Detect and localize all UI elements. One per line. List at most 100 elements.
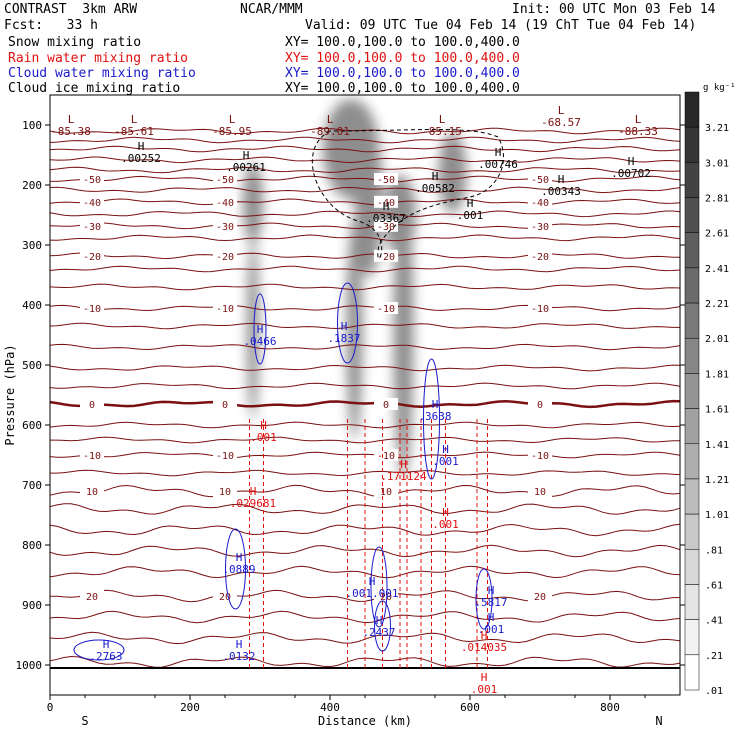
temperature-contour-label: -30 [531,222,549,233]
x-left-end-label: S [81,714,88,728]
contour-label-bg [528,195,552,208]
cloud-ice-high-label-marker: H [558,173,565,186]
contour-label-bg [213,398,237,410]
rain-high-label-marker: H [400,458,407,471]
temperature-contour-label: 20 [380,592,392,603]
temperature-contour-line [49,523,681,537]
temperature-contour-label: -20 [377,252,395,263]
temperature-contour-label: -30 [83,222,101,233]
contour-label-bg [374,173,398,185]
temperature-contour-line [49,565,681,579]
temperature-contour-line [49,343,681,351]
rain-contours [249,419,488,671]
temperature-low-label-marker: L [68,113,75,126]
temperature-contour-label: 0 [383,400,389,411]
colorbar-cell [684,549,700,585]
cloud-water-contour [423,358,440,480]
colorbar-tick-label: 3.01 [705,158,729,169]
colorbar-tick-label: 2.21 [705,299,729,310]
cloud-water-contour [374,600,391,652]
contour-label-bg [528,249,552,262]
temperature-contour-label: -20 [83,252,101,263]
cloud-water-high-label-marker: H [442,443,449,456]
contour-label-bg [528,398,552,410]
temperature-contour-label: 0 [537,400,543,411]
temperature-contour-line [49,283,681,291]
cloud-ice-high-label-marker: H [383,200,390,213]
contour-label-bg [528,302,552,314]
contour-label-bg [374,249,398,262]
temperature-contour-label: -10 [531,304,549,315]
colorbar-tick-label: 1.41 [705,440,729,451]
rain-high-label-marker: H [250,485,257,498]
contour-label-bg [213,249,237,262]
colorbar-tick-label: .01 [705,686,723,697]
contour-label-bg [80,195,104,208]
colorbar-tick-label: 2.41 [705,264,729,275]
y-tick-label: 100 [22,119,42,132]
colorbar-tick-label: 3.21 [705,123,729,134]
cloud-water-high-label-marker: H [236,638,243,651]
colorbar-tick-label: 1.81 [705,369,729,380]
y-axis-label: Pressure (hPa) [3,344,17,445]
colorbar-cell [684,478,700,515]
colorbar-cell [684,232,700,269]
y-tick-label: 800 [22,539,42,552]
rain-high-label-value: .014035 [461,641,507,654]
colorbar-cell [684,408,700,445]
cloud-water-high-label-marker: H [488,611,495,624]
contour-label-bg [213,449,237,461]
contour-label-bg [528,590,552,602]
contour-label-bg [374,302,398,314]
cloud-water-contour [73,639,125,661]
colorbar-cell [684,619,700,656]
temperature-contour-line [49,304,681,312]
cloud-water-high-label-value: .3638 [418,410,451,423]
temperature-contour-line [49,399,681,409]
field-ice-name: Cloud ice mixing ratio [8,81,181,96]
cloud-water-contours [73,282,493,661]
rain-high-label-value: .001 [471,683,498,696]
temperature-low-labels: L-85.38L-85.61L-85.95L-89.01L-85.15L-68.… [51,104,658,138]
x-tick-label: 800 [600,701,620,714]
temperature-contour-label: -40 [531,198,549,209]
contour-label-bg [80,398,104,410]
snow-shade-6 [346,219,363,439]
contour-label-bg [528,173,552,185]
colorbar-cell [684,654,700,691]
snow-shade-4 [243,163,263,243]
contour-label-bg [374,485,398,497]
temperature-contour-label: -10 [377,304,395,315]
temperature-low-label-value: -85.38 [51,125,91,138]
temperature-contour-label: -30 [216,222,234,233]
field-cloudwater-name: Cloud water mixing ratio [8,66,196,81]
temperature-contour-label: -10 [531,451,549,462]
temperature-contour-label: 10 [219,487,231,498]
temperature-contour-label: 0 [222,400,228,411]
cloud-water-high-label-value: .001 [478,623,505,636]
temperature-low-label-value: -88.33 [618,125,658,138]
contour-label-bg [80,302,104,314]
init-time: Init: 00 UTC Mon 03 Feb 14 [512,2,716,17]
temperature-contour-line [49,234,681,242]
cloud-water-high-label-marker: H [488,584,495,597]
temperature-contour-line [49,265,681,273]
contour-label-bg [528,485,552,497]
temperature-contour-line [49,544,681,558]
x-tick-label: 400 [320,701,340,714]
colorbar-tick-label: 1.61 [705,405,729,416]
temperature-contour-label: 20 [219,592,231,603]
temperature-contour-line [49,222,681,230]
temperature-contour-line [49,364,681,372]
temperature-contour-line [49,484,681,498]
colorbar-cell [684,91,700,128]
cloud-water-high-label-marker: H [369,575,376,588]
cloud-water-high-label-value: .0466 [243,335,276,348]
temperature-contour-label: 20 [534,592,546,603]
cloud-ice-high-label-value: .00252 [121,152,161,165]
colorbar-cell [684,267,700,304]
cloud-water-high-label-marker: H [103,638,110,651]
cloud-water-high-label-value: .5817 [474,596,507,609]
